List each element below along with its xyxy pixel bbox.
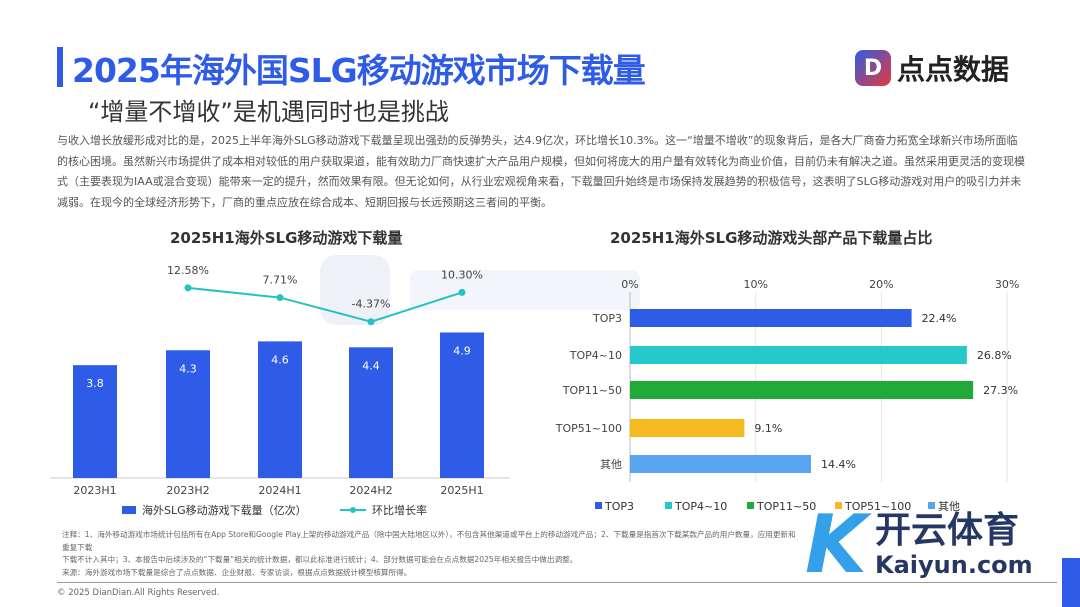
- growth-point: [184, 284, 192, 292]
- background-watermark-mark: [320, 255, 390, 325]
- growth-point: [276, 294, 284, 302]
- value-label: 22.4%: [922, 312, 957, 325]
- bar: [630, 346, 967, 364]
- x-tick-label: 2024H2: [349, 484, 392, 497]
- x-tick-label: 20%: [869, 278, 893, 291]
- x-tick-label: 30%: [995, 278, 1019, 291]
- value-label: 27.3%: [983, 384, 1018, 397]
- bar: [258, 341, 302, 478]
- legend-label: TOP51~100: [844, 500, 911, 513]
- value-label: 14.4%: [821, 458, 856, 471]
- category-label: TOP51~100: [555, 422, 622, 435]
- category-label: 其他: [600, 458, 622, 471]
- watermark-cn: 开云体育: [875, 510, 1020, 551]
- legend-swatch: [928, 502, 935, 509]
- value-label: 26.8%: [977, 349, 1012, 362]
- left-chart-title: 2025H1海外SLG移动游戏下载量: [170, 229, 403, 247]
- top-products-bar-chart: 0% 10% 20% 30% TOP3 22.4% TOP4~10 26.8% TOP11~50…: [555, 278, 1020, 513]
- legend-label: TOP4~10: [674, 500, 727, 513]
- legend-bar-swatch: [122, 506, 136, 514]
- growth-label: 7.71%: [263, 274, 298, 287]
- bar: [440, 332, 484, 478]
- growth-label: 12.58%: [167, 264, 209, 277]
- brand-logo: D 点点数据: [855, 48, 1009, 88]
- downloads-combo-chart: 3.8 2023H1 4.3 2023H2 4.6 2024H1 4.4 2024H2 4.9 2…: [50, 264, 510, 517]
- corner-decoration: [1062, 558, 1080, 607]
- legend-swatch: [835, 502, 842, 509]
- bar-label: 3.8: [86, 377, 104, 390]
- growth-label: -4.37%: [352, 298, 391, 311]
- x-tick-label: 2025H1: [440, 484, 483, 497]
- copyright: © 2025 DianDian.All Rights Reserved.: [57, 588, 220, 598]
- bar: [630, 455, 812, 473]
- category-label: TOP4~10: [569, 349, 622, 362]
- background-watermark-logo: [320, 255, 640, 325]
- footnotes: 注释：1、海外移动游戏市场统计包括所有在App Store和Google Pla…: [62, 529, 797, 579]
- bar: [630, 381, 974, 399]
- bar: [349, 347, 393, 478]
- x-tick-label: 0%: [621, 278, 638, 291]
- legend-label: 其他: [938, 500, 960, 513]
- footnote-source: 来源：海外游戏市场下载量是综合了点点数据、企业财报、专家访谈，根据点点数据统计模…: [62, 567, 412, 577]
- background-watermark-band: [410, 270, 640, 310]
- legend-swatch: [665, 502, 672, 509]
- footer-divider: [57, 582, 1057, 583]
- growth-point: [367, 318, 375, 326]
- growth-line: [187, 286, 463, 323]
- bar-label: 4.4: [362, 359, 380, 372]
- bar-label: 4.9: [453, 344, 471, 357]
- watermark-logo-icon: K: [805, 498, 867, 591]
- category-label: TOP3: [592, 312, 622, 325]
- legend-label: TOP3: [604, 500, 634, 513]
- value-label: 9.1%: [754, 422, 782, 435]
- kaiyun-watermark: K 开云体育 Kaiyun.com: [805, 505, 1033, 585]
- growth-label: 10.30%: [441, 268, 483, 281]
- footnote-1: 注释：1、海外移动游戏市场统计包括所有在App Store和Google Pla…: [62, 530, 796, 552]
- bar: [166, 350, 210, 478]
- x-tick-label: 2023H1: [73, 484, 116, 497]
- page-subtitle: “增量不增收”是机遇同时也是挑战: [88, 98, 449, 126]
- growth-point: [458, 288, 466, 296]
- legend-line-label: 环比增长率: [372, 503, 427, 517]
- x-tick-label: 2024H1: [258, 484, 301, 497]
- bar-label: 4.6: [271, 353, 289, 366]
- bar: [73, 365, 117, 478]
- right-chart-title: 2025H1海外SLG移动游戏头部产品下载量占比: [610, 229, 933, 247]
- legend-line-marker: [350, 507, 356, 513]
- legend-bar-label: 海外SLG移动游戏下载量（亿次）: [142, 503, 307, 517]
- category-label: TOP11~50: [562, 384, 622, 397]
- watermark-en: Kaiyun.com: [875, 551, 1033, 579]
- footnote-2: 下载不计入其中；3、本报告中后续涉及的“下载量”相关的统计数据，都以此标准进行统…: [62, 555, 578, 564]
- bar: [630, 309, 912, 327]
- bar-label: 4.3: [179, 362, 197, 375]
- logo-mark-icon: D: [855, 50, 891, 86]
- legend-swatch: [747, 502, 754, 509]
- page-title: 2025年海外国SLG移动游戏市场下载量: [72, 51, 646, 90]
- legend-swatch: [595, 502, 602, 509]
- summary-paragraph: 与收入增长放缓形成对比的是，2025上半年海外SLG移动游戏下载量呈现出强劲的反…: [57, 134, 1025, 209]
- x-tick-label: 10%: [743, 278, 767, 291]
- bar: [630, 419, 745, 437]
- logo-text: 点点数据: [897, 53, 1010, 86]
- legend-label: TOP11~50: [756, 500, 816, 513]
- x-tick-label: 2023H2: [166, 484, 209, 497]
- title-accent-bar: [57, 47, 63, 87]
